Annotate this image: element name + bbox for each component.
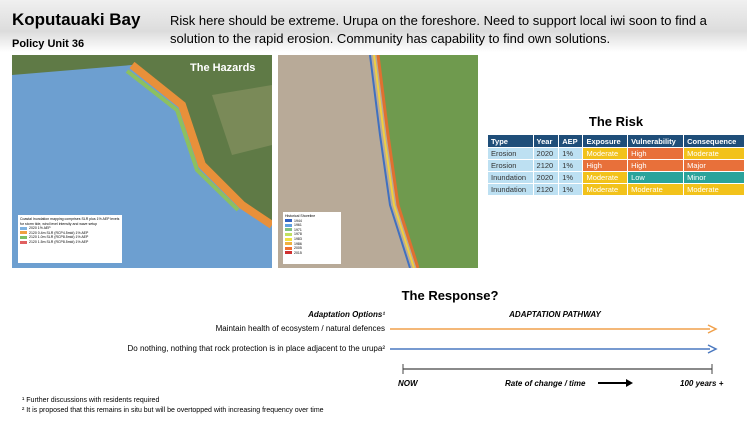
table-cell: Moderate (683, 183, 745, 196)
legend-label: 1971 (294, 227, 302, 232)
legend-label: 1961 (294, 223, 302, 228)
legend-item: 1983 (285, 237, 339, 242)
table-cell: Low (627, 171, 685, 184)
legend-label: 2020 1% AEP (29, 226, 51, 231)
table-cell: 1% (558, 171, 584, 184)
risk-title: The Risk (588, 114, 644, 129)
legend-swatch (285, 242, 292, 246)
legend-item: 1944 (285, 219, 339, 224)
legend-item: 2020 1% AEP (20, 226, 120, 231)
legend-title: Historical Shoreline (285, 214, 316, 218)
header-row: Type Year AEP Exposure Vulnerability Conseque… (487, 134, 745, 148)
legend-item: 1961 (285, 223, 339, 228)
title: Koputauaki Bay (12, 10, 141, 29)
legend-item: 2120 1.0m SLR (RCP8.5mid) 1% AEP (20, 235, 120, 240)
legend-label: 2120 0.4m SLR (RCP4.5mid) 1% AEP (29, 230, 89, 235)
legend-swatch (20, 231, 27, 235)
legend-item: 1978 (285, 232, 339, 237)
table-cell: Erosion (487, 147, 534, 160)
arrow-head (707, 344, 718, 354)
map-legend: Coastal Inundation mapping comprises SLR… (18, 215, 122, 263)
table-cell: 2120 (532, 159, 560, 172)
map-title: The Hazards (190, 62, 255, 74)
table-cell: Moderate (683, 147, 745, 160)
legend-label: 2015 (294, 250, 302, 255)
table-cell: Erosion (487, 159, 534, 172)
legend-item: 2005 (285, 246, 339, 251)
arrow-head (707, 324, 718, 334)
legend-swatch (285, 232, 292, 236)
table-cell: 2020 (532, 147, 560, 160)
timeline-start: NOW (398, 379, 418, 388)
table-cell: Inundation (487, 171, 534, 184)
legend-item: 2015 (285, 251, 339, 256)
table-cell: High (627, 147, 685, 160)
legend-label: 1978 (294, 232, 302, 237)
table-cell: Moderate (582, 147, 629, 160)
legend-item: 2120 1.5m SLR (RCP8.5mid) 1% AEP (20, 240, 120, 245)
legend-swatch (20, 226, 27, 230)
legend-swatch (20, 240, 27, 244)
option-label: Do nothing, nothing that rock protection… (127, 344, 386, 353)
column-header: Consequence (683, 134, 745, 148)
table-cell: Minor (683, 171, 745, 184)
table-cell: Moderate (627, 183, 685, 196)
table-cell: Moderate (582, 171, 629, 184)
column-header: Type (487, 134, 534, 148)
table-cell: 2120 (532, 183, 560, 196)
response-title: The Response? (401, 288, 499, 303)
column-header: AEP (558, 134, 584, 148)
legend-label: 2005 (294, 246, 302, 251)
time-arrow (598, 379, 633, 387)
hazard-map: The Hazards (12, 55, 272, 268)
legend-title: Coastal Inundation mapping comprises SLR… (20, 217, 120, 226)
table-row: Inundation 2120 1% Moderate Moderate Moderate (487, 183, 745, 196)
subtitle: Policy Unit 36 (12, 38, 85, 50)
legend-item: 1971 (285, 228, 339, 233)
header-band (0, 0, 747, 52)
legend-swatch (285, 219, 292, 223)
risk-table: Type Year AEP Exposure Vulnerability Conseque… (487, 134, 745, 196)
footnote: ¹ Further discussions with residents req… (22, 397, 160, 404)
table-row: Erosion 2120 1% High High Major (487, 159, 745, 172)
table-cell: Moderate (582, 183, 629, 196)
legend-swatch (285, 246, 292, 250)
option-label: Maintain health of ecosystem / natural d… (215, 324, 385, 333)
intro: Risk here should be extreme. Urupa on th… (170, 13, 707, 46)
column-header: Year (532, 134, 560, 148)
legend-swatch (285, 237, 292, 241)
column-header: Vulnerability (627, 134, 685, 148)
column-header: Exposure (582, 134, 629, 148)
table-cell: 1% (558, 159, 584, 172)
legend-swatch (285, 223, 292, 227)
pathway-arrows (390, 324, 718, 374)
timeline-end: 100 years + (680, 379, 724, 388)
legend-label: 1983 (294, 236, 302, 241)
table-cell: High (627, 159, 685, 172)
legend-item: 2120 0.4m SLR (RCP4.5mid) 1% AEP (20, 231, 120, 236)
table-cell: 2020 (532, 171, 560, 184)
footnote: ² It is proposed that this remains in si… (22, 407, 324, 414)
footnotes: ¹ Further discussions with residents req… (22, 396, 324, 416)
legend-label: 1986 (294, 241, 302, 246)
options-heading: Adaptation Options¹ (308, 310, 385, 319)
legend-label: 1944 (294, 218, 302, 223)
table-cell: High (582, 159, 629, 172)
table-cell: Major (683, 159, 745, 172)
table-row: Erosion 2020 1% Moderate High Moderate (487, 147, 745, 160)
table-row: Inundation 2020 1% Moderate Low Minor (487, 171, 745, 184)
timeline-middle: Rate of change / time (505, 379, 586, 388)
table-cell: Inundation (487, 183, 534, 196)
legend-label: 2120 1.0m SLR (RCP8.5mid) 1% AEP (29, 235, 89, 240)
legend-swatch (20, 235, 27, 239)
pathway-heading: ADAPTATION PATHWAY (509, 310, 601, 319)
legend-label: 2120 1.5m SLR (RCP8.5mid) 1% AEP (29, 239, 89, 244)
shoreline-legend: Historical Shoreline 1944 1961 1971 1978 1983… (283, 212, 341, 264)
legend-swatch (285, 251, 292, 255)
table-cell: 1% (558, 147, 584, 160)
table-cell: 1% (558, 183, 584, 196)
legend-swatch (285, 228, 292, 232)
legend-item: 1986 (285, 242, 339, 247)
